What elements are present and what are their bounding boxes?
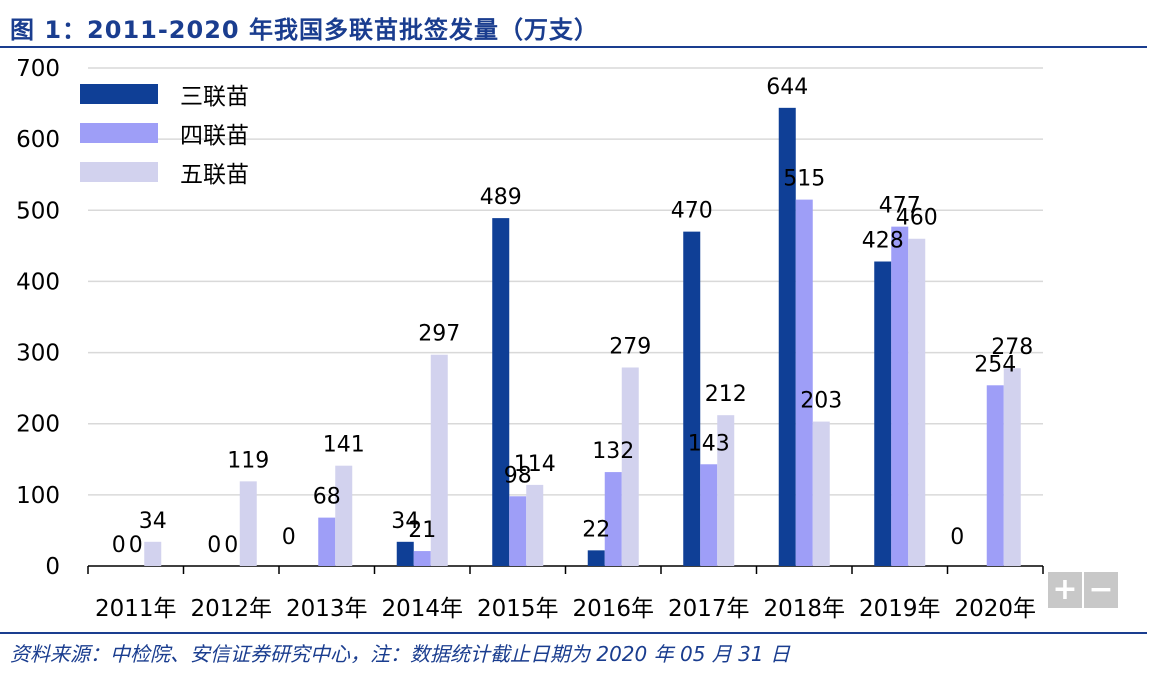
bar-三联苗-2017年: [683, 231, 701, 566]
y-tick-label: 700: [16, 56, 60, 82]
bar-五联苗-2011年: [144, 541, 162, 566]
x-tick-label: 2015年: [477, 596, 559, 622]
data-label: 0: [207, 533, 221, 558]
legend-label: 五联苗: [180, 162, 249, 188]
x-tick-label: 2013年: [286, 596, 368, 622]
bar-四联苗-2013年: [318, 517, 336, 566]
bar-五联苗-2013年: [335, 465, 353, 566]
data-label: 212: [705, 382, 747, 407]
data-label: 0: [950, 525, 964, 550]
bar-四联苗-2016年: [604, 472, 622, 566]
bar-三联苗-2016年: [587, 550, 605, 566]
y-tick-label: 500: [16, 198, 60, 224]
bar-四联苗-2020年: [986, 385, 1004, 566]
x-tick-label: 2011年: [95, 596, 177, 622]
bar-三联苗-2014年: [396, 541, 414, 566]
data-label: 254: [974, 352, 1016, 377]
y-tick-label: 0: [45, 554, 60, 580]
data-label: 0: [129, 533, 143, 558]
data-label: 297: [418, 322, 460, 347]
bar-三联苗-2018年: [778, 107, 796, 566]
bar-五联苗-2015年: [526, 484, 544, 566]
data-label: 34: [391, 509, 419, 534]
bar-五联苗-2018年: [812, 421, 830, 566]
x-tick-label: 2019年: [859, 596, 941, 622]
data-label: 428: [862, 229, 904, 254]
data-label: 34: [139, 509, 167, 534]
bar-三联苗-2019年: [874, 261, 892, 566]
bar-四联苗-2015年: [509, 496, 527, 566]
y-tick-label: 300: [16, 341, 60, 367]
data-label: 141: [323, 433, 365, 458]
data-label: 0: [224, 533, 238, 558]
footer-divider: [0, 632, 1147, 634]
page-title: 图 1：2011-2020 年我国多联苗批签发量（万支）: [10, 16, 599, 44]
data-label: 114: [514, 452, 556, 477]
bar-四联苗-2018年: [795, 199, 813, 566]
source-note: 资料来源：中检院、安信证券研究中心，注：数据统计截止日期为 2020 年 05 …: [10, 642, 790, 666]
data-label: 143: [688, 431, 730, 456]
data-label: 278: [991, 335, 1033, 360]
x-tick-label: 2016年: [572, 596, 654, 622]
legend-label: 三联苗: [180, 84, 249, 110]
bar-三联苗-2015年: [492, 218, 510, 566]
data-label: 0: [112, 533, 126, 558]
bar-五联苗-2019年: [908, 238, 926, 566]
data-label: 68: [313, 485, 341, 510]
zoom-out-button[interactable]: −: [1084, 572, 1118, 608]
legend-swatch-四联苗: [80, 123, 158, 143]
data-label: 0: [282, 525, 296, 550]
y-tick-label: 400: [16, 269, 60, 295]
bar-四联苗-2017年: [700, 464, 718, 566]
legend-swatch-五联苗: [80, 162, 158, 182]
data-label: 460: [896, 206, 938, 231]
x-tick-label: 2018年: [763, 596, 845, 622]
y-tick-label: 600: [16, 127, 60, 153]
title-divider: [0, 46, 1147, 48]
data-label: 98: [504, 463, 532, 488]
bar-五联苗-2016年: [621, 367, 639, 566]
x-tick-label: 2020年: [954, 596, 1036, 622]
bar-四联苗-2019年: [891, 226, 909, 567]
bar-五联苗-2017年: [717, 415, 735, 566]
data-label: 470: [671, 199, 713, 224]
x-tick-label: 2014年: [381, 596, 463, 622]
x-tick-label: 2017年: [668, 596, 750, 622]
data-label: 21: [408, 518, 436, 543]
x-tick-label: 2012年: [190, 596, 272, 622]
data-label: 279: [609, 335, 651, 360]
y-tick-label: 200: [16, 412, 60, 438]
data-label: 644: [766, 75, 808, 100]
data-label: 203: [800, 389, 842, 414]
data-label: 119: [227, 448, 269, 473]
data-label: 477: [879, 194, 921, 219]
bar-五联苗-2020年: [1003, 368, 1021, 566]
bar-五联苗-2014年: [430, 354, 448, 566]
legend-label: 四联苗: [180, 123, 249, 149]
bar-四联苗-2014年: [413, 551, 431, 566]
data-label: 515: [783, 167, 825, 192]
data-label: 22: [582, 517, 610, 542]
zoom-in-button[interactable]: +: [1048, 572, 1082, 608]
data-label: 489: [480, 185, 522, 210]
zoom-controls: + −: [1048, 572, 1118, 608]
data-label: 132: [592, 439, 634, 464]
legend-swatch-三联苗: [80, 84, 158, 104]
y-tick-label: 100: [16, 483, 60, 509]
bar-五联苗-2012年: [239, 481, 257, 566]
